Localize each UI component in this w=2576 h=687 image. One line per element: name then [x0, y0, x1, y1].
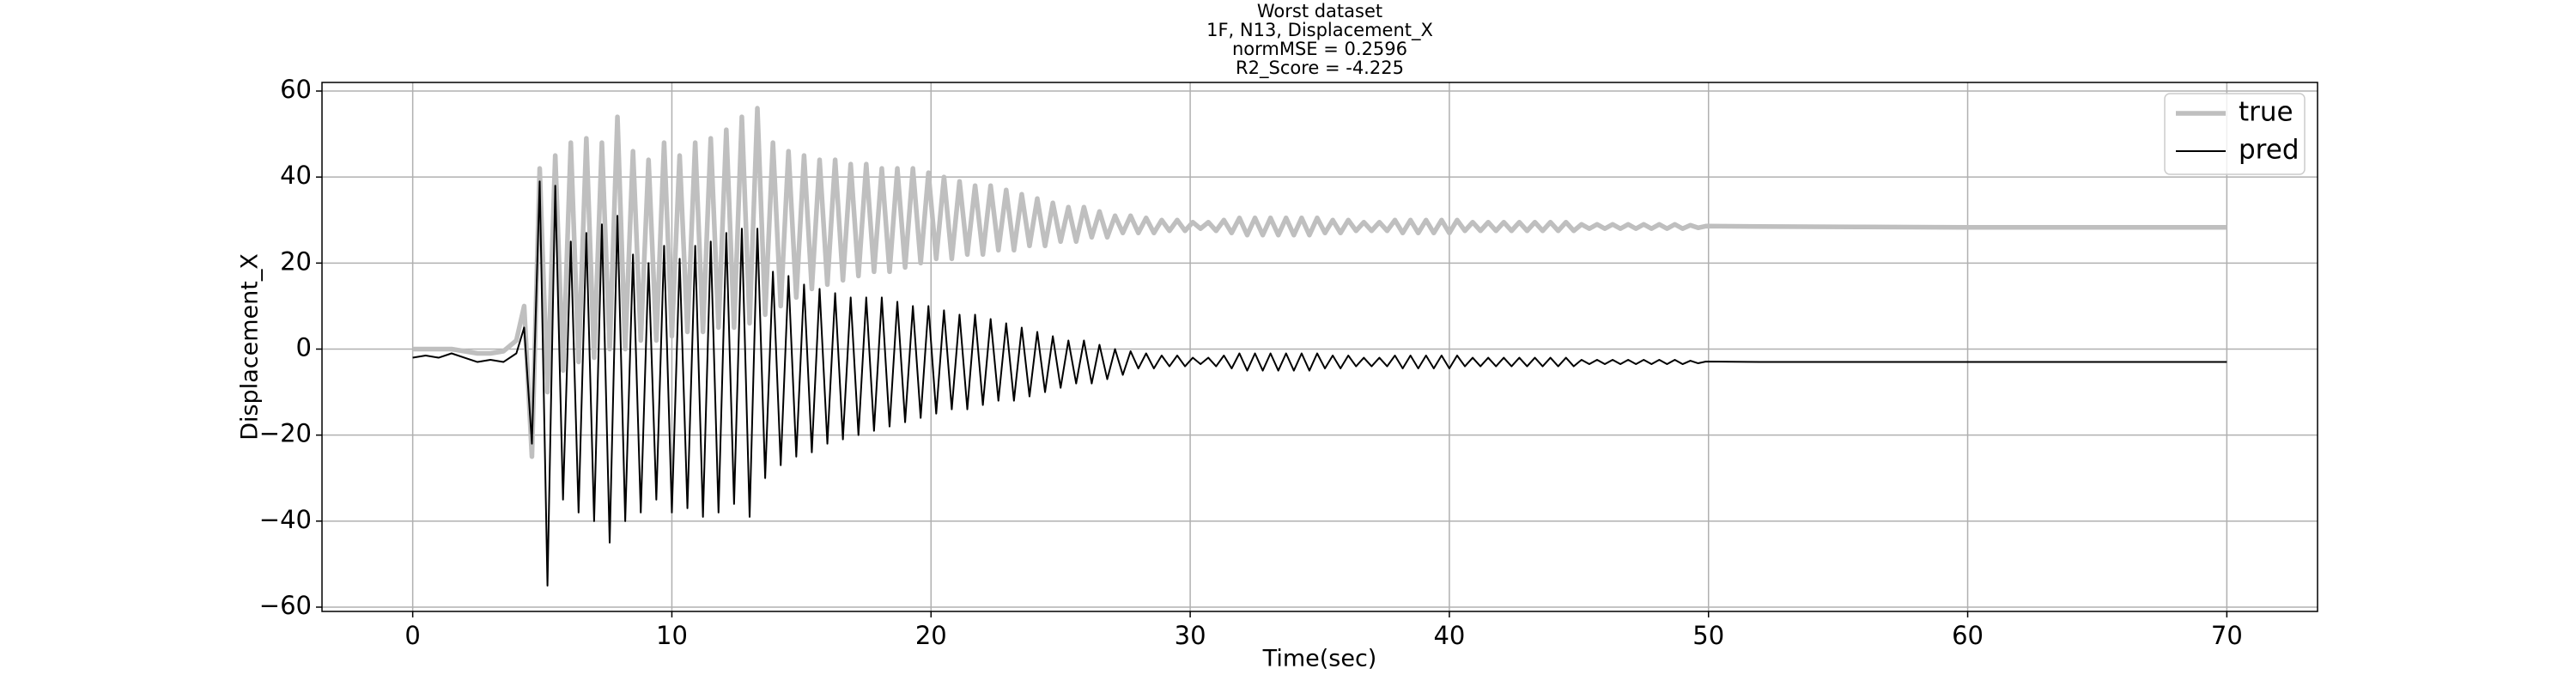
- legend-label: pred: [2239, 135, 2300, 166]
- plot-frame: [321, 82, 2318, 612]
- x-tick-label: 50: [1692, 621, 1724, 650]
- series-line: [412, 106, 2227, 459]
- y-tick-label: 0: [296, 333, 312, 362]
- x-tick-label: 0: [404, 621, 420, 650]
- x-tick-label: 10: [656, 621, 688, 650]
- y-tick-label: −20: [259, 419, 312, 448]
- y-tick-label: 60: [280, 75, 312, 104]
- x-tick-label: 60: [1952, 621, 1984, 650]
- x-axis-label: Time(sec): [1262, 646, 1377, 672]
- title-line: 1F, N13, Displacement_X: [1206, 20, 1433, 41]
- legend: true pred: [2164, 93, 2306, 175]
- title-line: Worst dataset: [1257, 1, 1382, 21]
- y-tick-label: 20: [280, 246, 312, 276]
- y-tick-label: −60: [259, 591, 312, 620]
- y-tick-label: 40: [280, 161, 312, 190]
- title-line: R2_Score = -4.225: [1236, 58, 1404, 79]
- legend-label: true: [2239, 97, 2293, 128]
- y-tick-label: −40: [259, 505, 312, 534]
- x-tick-label: 30: [1175, 621, 1206, 650]
- x-tick-label: 40: [1433, 621, 1465, 650]
- x-tick-label: 70: [2211, 621, 2243, 650]
- y-axis-label: Displacement_X: [237, 253, 264, 441]
- title-line: normMSE = 0.2596: [1232, 39, 1407, 59]
- series-line: [412, 180, 2227, 587]
- x-tick-label: 20: [915, 621, 947, 650]
